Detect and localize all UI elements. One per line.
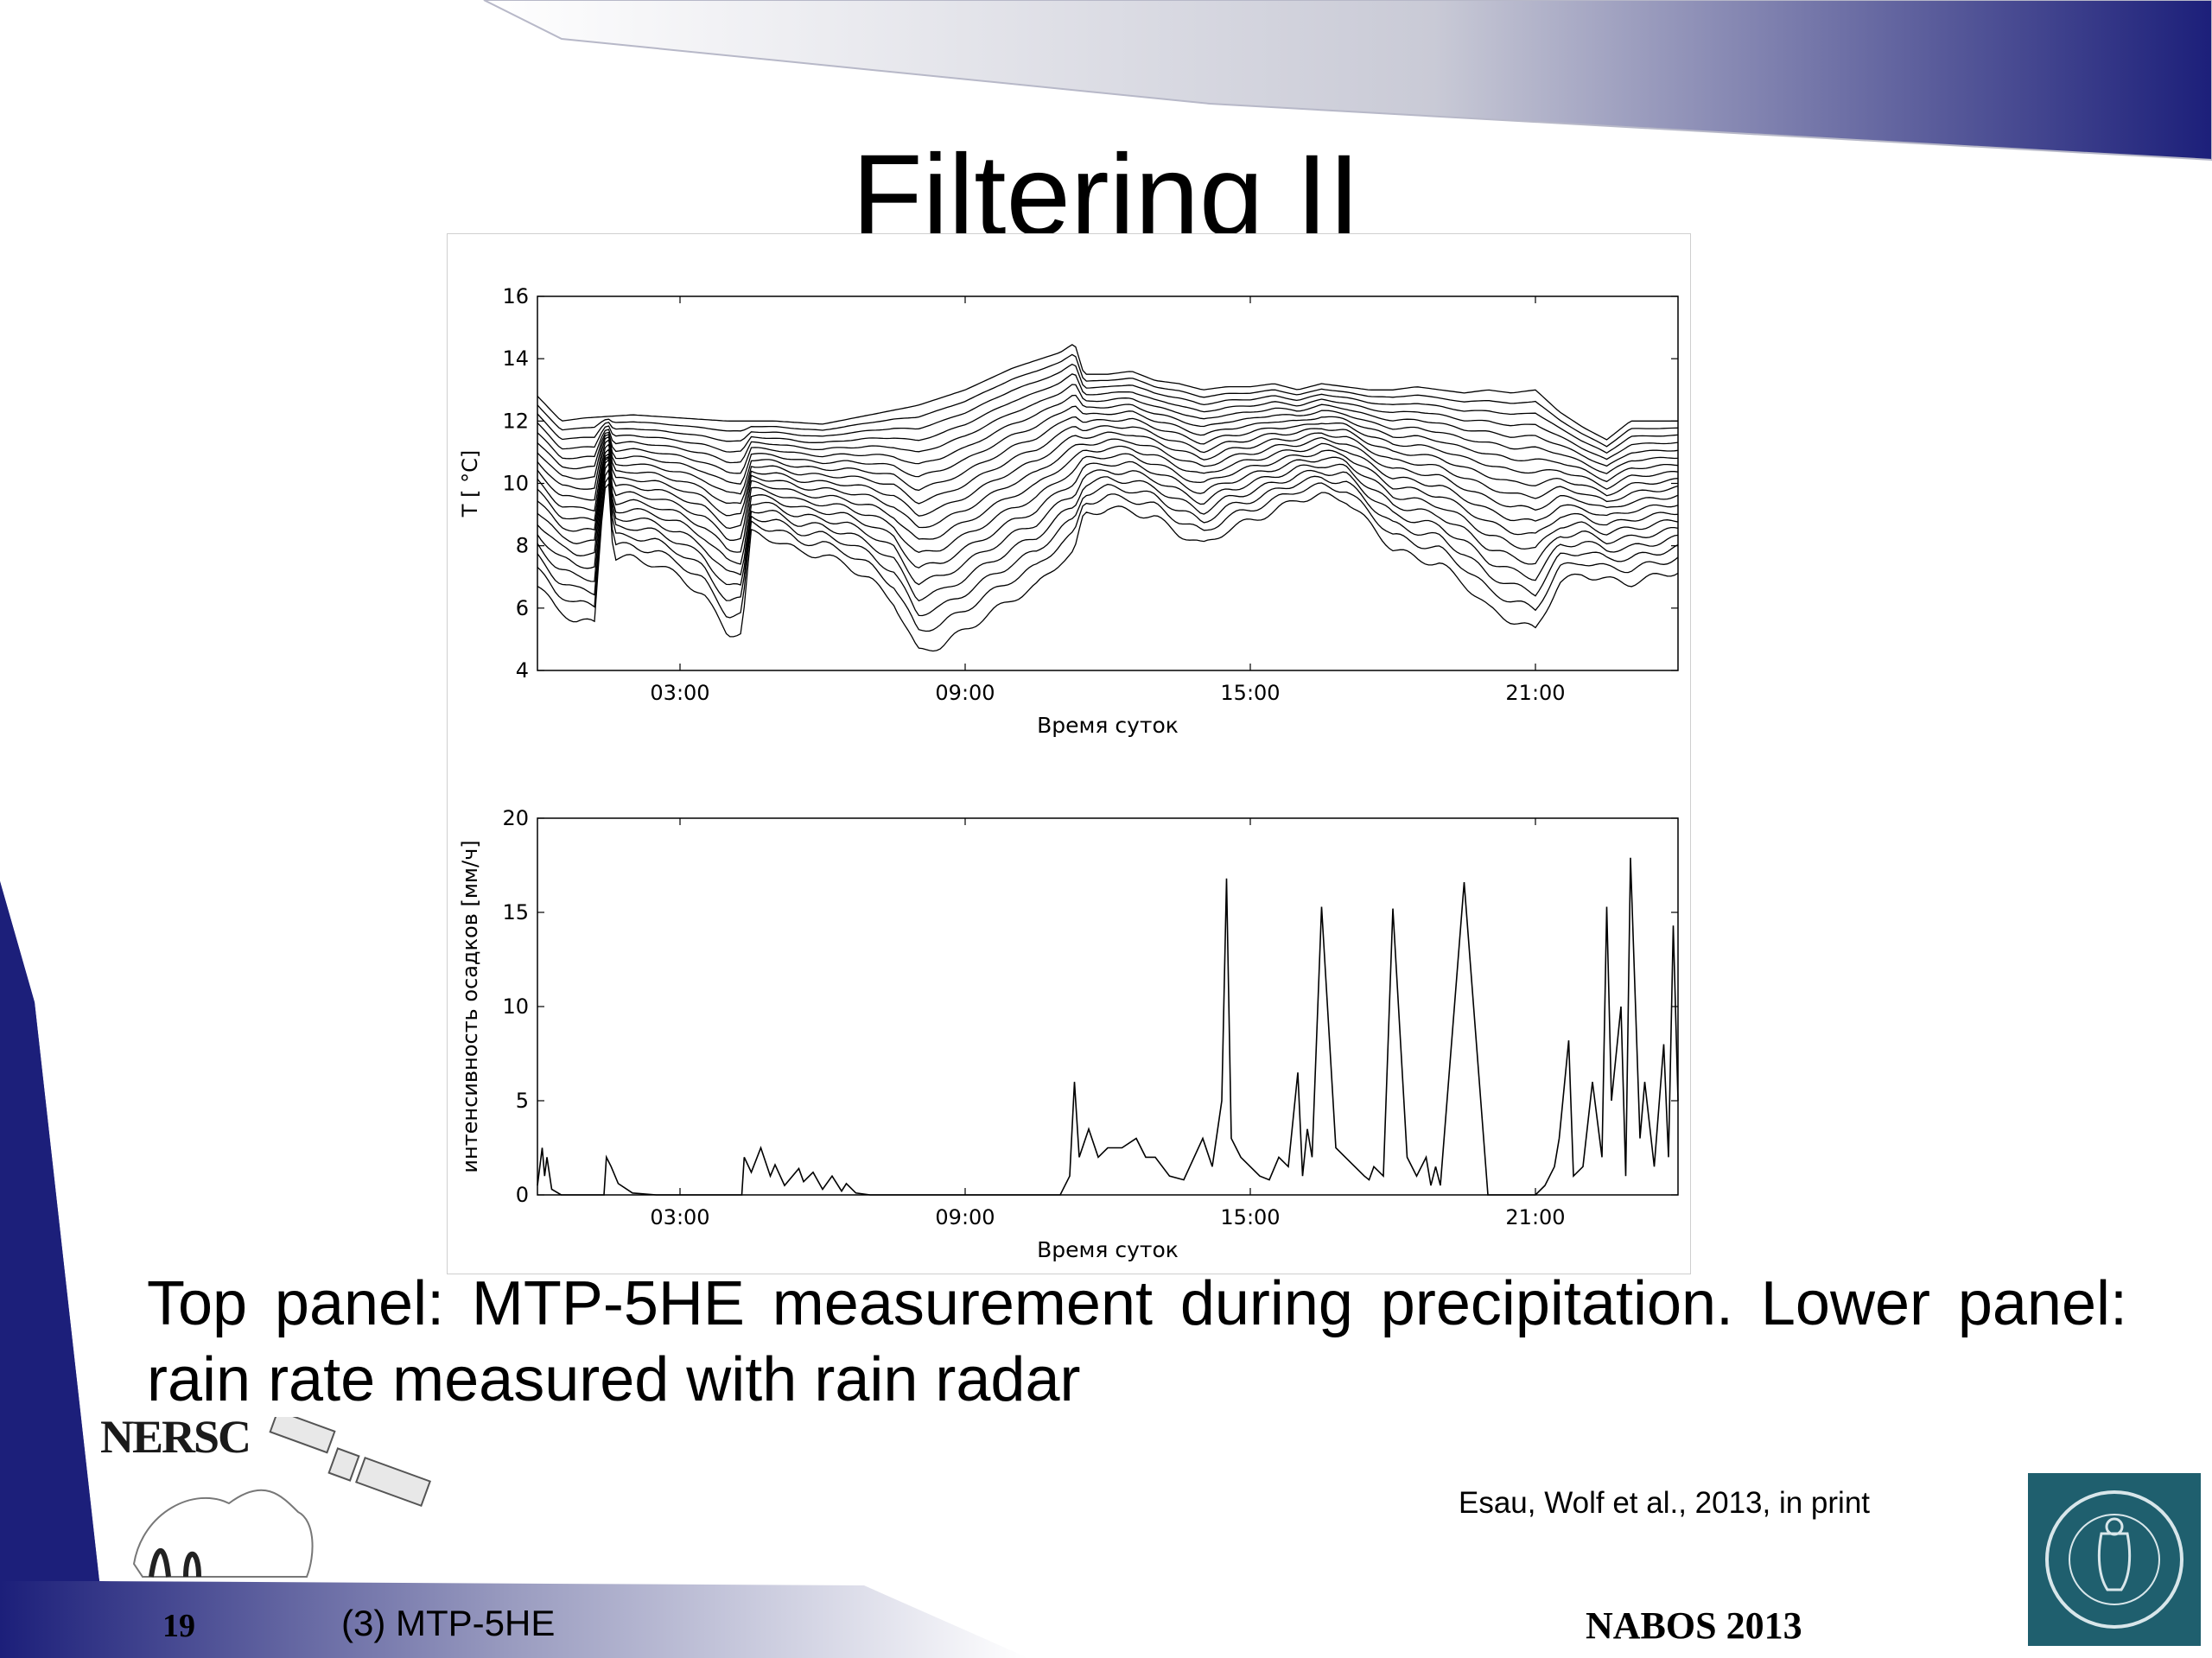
temperature-series-18 — [537, 353, 1678, 448]
temperature-series-10 — [537, 431, 1678, 517]
y-tick-label: 6 — [516, 596, 529, 620]
uib-logo — [2028, 1473, 2201, 1646]
temperature-series-12 — [537, 416, 1678, 495]
figure-caption: Top panel: MTP-5HE measurement during pr… — [147, 1269, 2127, 1414]
uib-seal-icon — [2045, 1490, 2183, 1629]
x-tick-label: 15:00 — [1220, 681, 1280, 705]
x-tick-label: 03:00 — [650, 1205, 709, 1229]
x-tick-label: 21:00 — [1505, 681, 1565, 705]
temperature-series-6 — [537, 456, 1678, 569]
y-tick-label: 12 — [502, 409, 529, 433]
temperature-series-4 — [537, 461, 1678, 602]
temperature-series-8 — [537, 442, 1678, 541]
footer-section-label: (3) MTP-5HE — [341, 1603, 556, 1643]
temperature-series-13 — [537, 405, 1678, 485]
y-tick-label: 0 — [516, 1183, 529, 1207]
x-tick-label: 09:00 — [935, 681, 995, 705]
y-tick-label: 20 — [502, 806, 529, 830]
slide-number: 19 — [162, 1608, 195, 1644]
temperature-series-3 — [537, 467, 1678, 617]
temperature-series-7 — [537, 449, 1678, 553]
y-tick-label: 15 — [502, 900, 529, 924]
x-tick-label: 15:00 — [1220, 1205, 1280, 1229]
temperature-series-5 — [537, 458, 1678, 586]
temperature-series-17 — [537, 363, 1678, 454]
y-tick-label: 4 — [516, 658, 529, 683]
y-axis-label: T [ °C] — [458, 450, 482, 518]
y-axis-label: интенсивность осадков [мм/ч] — [458, 840, 482, 1172]
nersc-logo — [132, 1417, 431, 1578]
polar-bear-icon — [132, 1489, 314, 1578]
x-axis-label: Время суток — [1037, 713, 1179, 738]
y-tick-label: 14 — [502, 346, 529, 371]
y-tick-label: 10 — [502, 472, 529, 496]
figure-frame: 03:00 09:00 15:00 21:00 4 6 8 10 12 14 16 Время сут… — [447, 233, 1691, 1274]
x-tick-label: 09:00 — [935, 1205, 995, 1229]
citation: Esau, Wolf et al., 2013, in print — [1459, 1486, 1871, 1520]
rain-rate-series — [537, 857, 1679, 1196]
temperature-series-15 — [537, 384, 1678, 467]
x-tick-label: 03:00 — [650, 681, 709, 705]
temperature-series-2 — [537, 475, 1678, 632]
y-tick-label: 5 — [516, 1089, 529, 1113]
temperature-series-11 — [537, 425, 1678, 505]
temperature-series-1 — [537, 482, 1678, 652]
y-tick-label: 8 — [516, 534, 529, 558]
y-tick-label: 16 — [502, 284, 529, 308]
y-tick-label: 10 — [502, 994, 529, 1019]
footer-event-label: NABOS 2013 — [1586, 1604, 1802, 1647]
temperature-series-19 — [537, 344, 1678, 441]
temperature-series-16 — [537, 373, 1678, 461]
x-axis-label: Время суток — [1037, 1237, 1179, 1262]
temperature-series-9 — [537, 436, 1678, 530]
plot-frame-1 — [537, 817, 1679, 1196]
temperature-series-14 — [537, 394, 1678, 474]
top-banner-shape — [483, 0, 2212, 162]
satellite-icon — [269, 1417, 431, 1508]
charts-svg: 03:00 09:00 15:00 21:00 4 6 8 10 12 14 16 Время сут… — [458, 284, 1679, 1262]
x-tick-label: 21:00 — [1505, 1205, 1565, 1229]
left-banner-dark — [0, 881, 99, 1581]
nersc-logo-text: NERSC — [100, 1411, 251, 1463]
